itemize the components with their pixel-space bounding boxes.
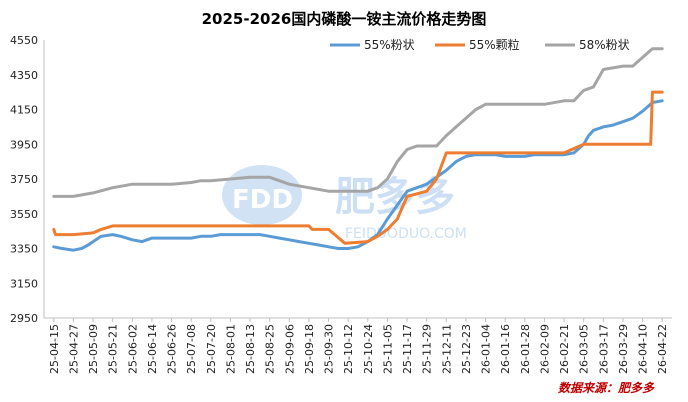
x-tick-label: 25-11-29 xyxy=(421,324,434,374)
x-tick-label: 25-04-27 xyxy=(67,324,80,374)
x-tick-label: 26-04-10 xyxy=(637,324,650,374)
x-tick-label: 26-02-09 xyxy=(538,324,551,374)
x-tick-label: 25-10-12 xyxy=(342,324,355,374)
x-tick-label: 25-05-21 xyxy=(107,324,120,374)
y-tick-label: 4350 xyxy=(10,69,38,82)
x-tick-label: 26-02-21 xyxy=(558,324,571,374)
x-tick-label: 25-09-06 xyxy=(283,324,296,374)
x-tick-label: 25-06-14 xyxy=(146,324,159,374)
x-tick-label: 26-03-29 xyxy=(617,324,630,374)
y-tick-label: 4150 xyxy=(10,104,38,117)
y-tick-label: 2950 xyxy=(10,312,38,325)
series-line-3 xyxy=(52,47,664,198)
x-tick-label: 25-09-30 xyxy=(323,324,336,374)
axes: 2950 3150 3350 3550 3750 3950 4150 4350 4550 25-0… xyxy=(10,34,672,374)
x-tick-label: 26-03-05 xyxy=(578,324,591,374)
x-tick-label: 25-08-13 xyxy=(244,324,257,374)
x-tick-label: 25-06-02 xyxy=(126,324,139,374)
x-tick-label: 25-10-24 xyxy=(362,324,375,374)
x-tick-label: 25-12-11 xyxy=(440,324,453,374)
x-tick-label: 25-04-15 xyxy=(48,324,61,374)
watermark: FDD 肥多多 FEIDUODUO.COM xyxy=(222,165,467,242)
x-tick-label: 25-12-23 xyxy=(460,324,473,374)
series-lines xyxy=(52,47,664,252)
x-tick-label: 26-01-04 xyxy=(480,324,493,374)
watermark-url: FEIDUODUO.COM xyxy=(345,226,467,242)
x-tick-label: 25-07-08 xyxy=(185,324,198,374)
y-tick-label: 3550 xyxy=(10,208,38,221)
x-tick-label: 26-01-28 xyxy=(519,324,532,374)
y-tick-label: 3950 xyxy=(10,138,38,151)
x-tick-label: 26-03-17 xyxy=(597,324,610,374)
source-note: 数据来源：肥多多 xyxy=(558,381,655,395)
y-tick-label: 3150 xyxy=(10,277,38,290)
x-tick-label: 25-07-20 xyxy=(205,324,218,374)
series-line-1 xyxy=(52,99,664,252)
x-tick-label: 25-08-25 xyxy=(264,324,277,374)
legend: 55%粉状 55%颗粒 58%粉状 xyxy=(330,37,630,52)
legend-label-1: 55%粉状 xyxy=(364,38,415,52)
series-line-2 xyxy=(52,90,664,245)
legend-label-2: 55%颗粒 xyxy=(469,37,520,52)
x-tick-label: 25-06-26 xyxy=(166,324,179,374)
y-tick-label: 3350 xyxy=(10,243,38,256)
y-tick-label: 4550 xyxy=(10,34,38,47)
x-tick-label: 25-11-17 xyxy=(401,324,414,374)
x-tick-label: 25-11-05 xyxy=(381,324,394,374)
watermark-logo-shape xyxy=(222,165,302,225)
legend-label-3: 58%粉状 xyxy=(579,38,630,52)
x-tick-label: 26-04-22 xyxy=(656,324,669,374)
x-tick-label: 26-01-16 xyxy=(499,324,512,374)
chart-title: 2025-2026国内磷酸一铵主流价格走势图 xyxy=(202,10,487,28)
watermark-brand-name: 肥多多 xyxy=(335,174,455,220)
x-tick-label: 25-08-01 xyxy=(224,324,237,374)
x-tick-label: 25-09-18 xyxy=(303,324,316,374)
watermark-logo-text: FDD xyxy=(232,185,293,215)
x-tick-label: 25-05-09 xyxy=(87,324,100,374)
y-tick-label: 3750 xyxy=(10,173,38,186)
